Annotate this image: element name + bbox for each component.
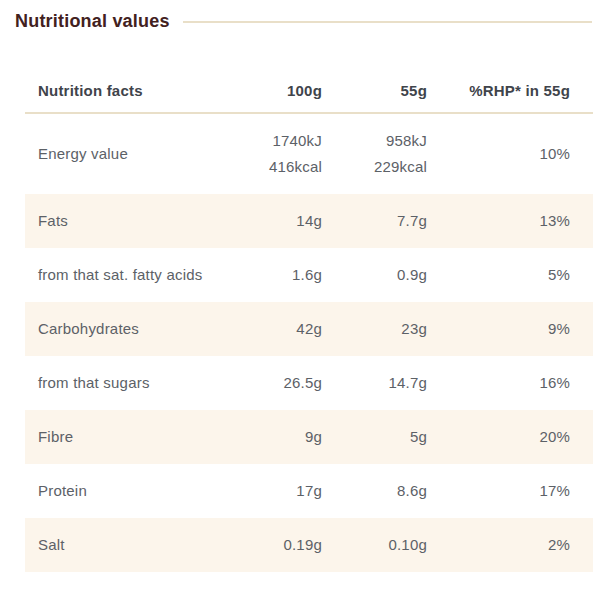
nutrient-name-cell: Carbohydrates — [25, 302, 245, 356]
value-55g-cell: 23g — [322, 302, 427, 356]
table-row: Fibre 9g 5g 20% — [25, 410, 593, 464]
column-header-55g: 55g — [322, 68, 427, 113]
table-row: Protein 17g 8.6g 17% — [25, 464, 593, 518]
value-rhp-cell: 20% — [427, 410, 593, 464]
value-55g-cell: 0.10g — [322, 518, 427, 572]
value-100g-cell: 14g — [245, 194, 322, 248]
table-header-row: Nutrition facts 100g 55g %RHP* in 55g — [25, 68, 593, 113]
nutrient-name-cell: Fats — [25, 194, 245, 248]
value-100g-cell: 26.5g — [245, 356, 322, 410]
value-55g-cell: 14.7g — [322, 356, 427, 410]
nutrient-name-cell: from that sugars — [25, 356, 245, 410]
value-rhp-cell: 9% — [427, 302, 593, 356]
table-row: Energy value 1740kJ 416kcal 958kJ 229kca… — [25, 113, 593, 194]
column-header-100g: 100g — [245, 68, 322, 113]
value-55g-cell: 0.9g — [322, 248, 427, 302]
value-100g-cell: 17g — [245, 464, 322, 518]
value-100g-cell: 1.6g — [245, 248, 322, 302]
column-header-rhp-in-55g: %RHP* in 55g — [427, 68, 593, 113]
value-55g-cell: 8.6g — [322, 464, 427, 518]
section-title: Nutritional values — [15, 11, 170, 32]
nutritional-values-section: Nutritional values Nutrition facts 100g … — [0, 0, 602, 589]
column-header-nutrition-facts: Nutrition facts — [25, 68, 245, 113]
value-rhp-cell: 2% — [427, 518, 593, 572]
value-55g-cell: 7.7g — [322, 194, 427, 248]
title-divider-line — [183, 21, 592, 23]
value-55g-cell: 958kJ 229kcal — [322, 113, 427, 194]
value-55g-cell: 5g — [322, 410, 427, 464]
table-row: Fats 14g 7.7g 13% — [25, 194, 593, 248]
nutrient-name-cell: Salt — [25, 518, 245, 572]
table-row: Salt 0.19g 0.10g 2% — [25, 518, 593, 572]
table-body: Energy value 1740kJ 416kcal 958kJ 229kca… — [25, 113, 593, 572]
section-header: Nutritional values — [15, 11, 592, 32]
table-row: from that sugars 26.5g 14.7g 16% — [25, 356, 593, 410]
nutrition-facts-table: Nutrition facts 100g 55g %RHP* in 55g En… — [25, 68, 593, 572]
value-100g-cell: 0.19g — [245, 518, 322, 572]
value-100g-cell: 9g — [245, 410, 322, 464]
table-row: Carbohydrates 42g 23g 9% — [25, 302, 593, 356]
nutrient-name-cell: Energy value — [25, 113, 245, 194]
nutrient-name-cell: Fibre — [25, 410, 245, 464]
table-row: from that sat. fatty acids 1.6g 0.9g 5% — [25, 248, 593, 302]
nutrient-name-cell: Protein — [25, 464, 245, 518]
nutrient-name-cell: from that sat. fatty acids — [25, 248, 245, 302]
value-rhp-cell: 10% — [427, 113, 593, 194]
value-rhp-cell: 5% — [427, 248, 593, 302]
value-100g-cell: 1740kJ 416kcal — [245, 113, 322, 194]
value-rhp-cell: 17% — [427, 464, 593, 518]
value-rhp-cell: 16% — [427, 356, 593, 410]
value-100g-cell: 42g — [245, 302, 322, 356]
value-rhp-cell: 13% — [427, 194, 593, 248]
